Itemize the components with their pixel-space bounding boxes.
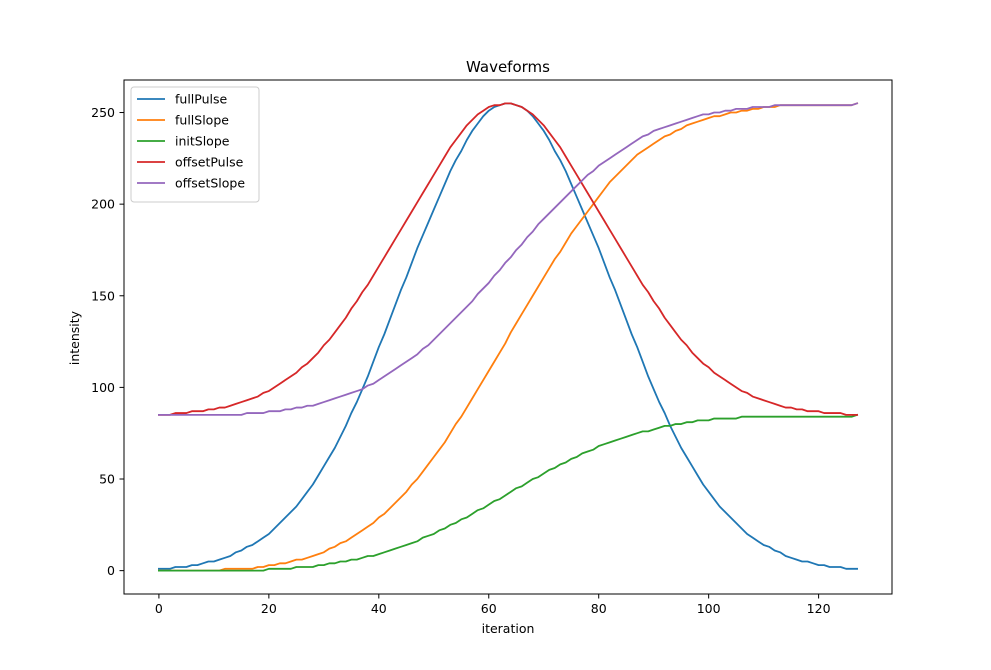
series-line-offsetPulse <box>158 102 858 416</box>
x-tick-label: 0 <box>155 601 163 616</box>
legend-box <box>130 86 260 203</box>
x-axis-ticks: 0 20 40 60 80 100 120 <box>155 594 831 616</box>
series-line-offsetSlope <box>158 102 859 416</box>
legend-label-offsetPulse: offsetPulse <box>175 155 244 170</box>
legend-label-initSlope: initSlope <box>175 134 230 149</box>
x-tick-label: 20 <box>261 601 277 616</box>
x-tick-label: 120 <box>807 601 831 616</box>
y-tick-label: 250 <box>91 105 115 120</box>
y-tick-label: 50 <box>99 472 115 487</box>
y-tick-label: 150 <box>91 288 115 303</box>
legend: fullPulse fullSlope initSlope offsetPulse of… <box>130 86 260 203</box>
y-tick-label: 100 <box>91 380 115 395</box>
x-tick-label: 100 <box>697 601 721 616</box>
y-tick-label: 200 <box>91 197 115 212</box>
x-tick-label: 60 <box>481 601 497 616</box>
y-axis-ticks: 0 50 100 150 200 250 <box>91 105 124 578</box>
legend-label-offsetSlope: offsetSlope <box>175 176 245 191</box>
series-line-fullSlope <box>158 102 859 572</box>
x-axis-label: iteration <box>482 621 535 636</box>
legend-label-fullPulse: fullPulse <box>175 92 227 107</box>
plot-lines <box>158 102 859 572</box>
chart-title: Waveforms <box>466 58 550 76</box>
x-tick-label: 80 <box>591 601 607 616</box>
y-axis-label: intensity <box>67 310 82 365</box>
series-line-initSlope <box>158 413 859 572</box>
legend-label-fullSlope: fullSlope <box>175 113 229 128</box>
axes-frame <box>123 79 893 595</box>
axes-spines <box>123 79 893 595</box>
x-tick-label: 40 <box>371 601 387 616</box>
y-tick-label: 0 <box>107 563 115 578</box>
